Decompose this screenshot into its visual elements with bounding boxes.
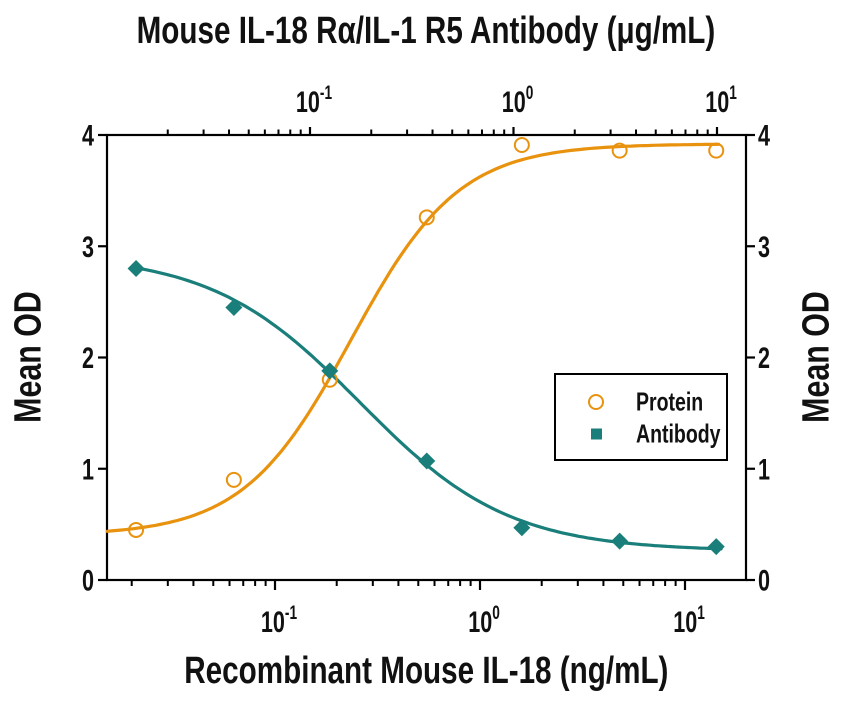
protein-point-marker	[513, 137, 530, 154]
antibody-point-marker	[513, 519, 531, 537]
antibody-point-marker	[225, 298, 243, 316]
left-tick-label: 4	[82, 118, 94, 152]
legend-box: Protein Antibody	[554, 373, 728, 461]
top-tick-label: 100	[502, 82, 534, 119]
antibody-point-marker	[321, 362, 339, 380]
right-tick-label: 1	[758, 452, 770, 486]
left-tick-label: 1	[82, 452, 94, 486]
protein-point-marker	[128, 521, 145, 538]
right-tick-label: 2	[758, 340, 770, 374]
antibody-point-marker	[418, 452, 436, 470]
legend-label: Protein	[636, 386, 704, 417]
right-axis-label: Mean OD	[795, 291, 838, 423]
bottom-axis-label: Recombinant Mouse IL-18 (ng/mL)	[0, 650, 852, 693]
left-tick-label: 3	[82, 229, 94, 263]
antibody-point-marker	[127, 260, 145, 277]
bottom-tick-label: 10-1	[261, 602, 297, 639]
protein-fit-curve	[105, 142, 721, 533]
right-tick-label: 4	[758, 118, 770, 152]
left-tick-label: 2	[82, 340, 94, 374]
bottom-tick-label: 100	[468, 602, 500, 639]
left-tick-label: 0	[82, 563, 94, 597]
protein-point-marker	[225, 471, 242, 488]
legend-label: Antibody	[636, 418, 721, 449]
right-tick-label: 3	[758, 229, 770, 263]
top-axis-title: Mouse IL-18 Rα/IL-1 R5 Antibody (μg/mL)	[0, 10, 852, 53]
protein-point-marker	[418, 209, 435, 226]
protein-point-marker	[611, 142, 628, 159]
left-axis-label: Mean OD	[7, 291, 50, 423]
top-axis-title-text: Mouse IL-18 Rα/IL-1 R5 Antibody (μg/mL)	[136, 10, 716, 52]
top-tick-label: 101	[705, 82, 737, 119]
protein-point-marker	[708, 142, 725, 159]
right-tick-label: 0	[758, 563, 770, 597]
filled-diamond-icon	[591, 428, 602, 440]
antibody-point-marker	[611, 532, 629, 550]
bottom-axis-label-text: Recombinant Mouse IL-18 (ng/mL)	[183, 650, 669, 692]
bottom-tick-label: 101	[673, 602, 705, 639]
antibody-point-marker	[707, 538, 725, 556]
open-circle-icon	[588, 394, 604, 410]
top-tick-label: 10-1	[296, 82, 332, 119]
